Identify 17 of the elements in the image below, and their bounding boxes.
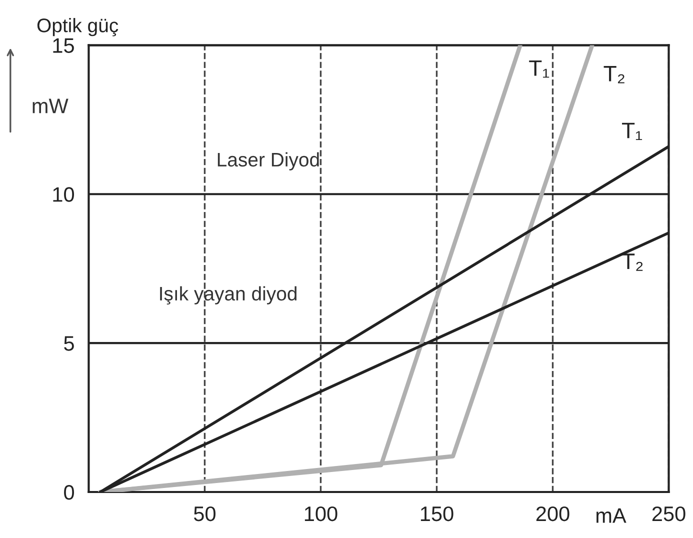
y-axis-title: Optik güç bbox=[37, 18, 118, 36]
x-tick-label: 150 bbox=[420, 506, 454, 522]
x-tick-label: 100 bbox=[304, 506, 338, 522]
annotation: Laser Diyod bbox=[218, 152, 319, 170]
y-tick-label: 10 bbox=[53, 187, 74, 202]
x-tick-label: 50 bbox=[194, 506, 216, 522]
series-label: T₂ bbox=[604, 66, 624, 84]
annotation: Işık yayan diyod bbox=[160, 286, 296, 305]
text: mW bbox=[32, 98, 68, 114]
y-tick-label: 15 bbox=[53, 38, 74, 53]
series-label: T₁ bbox=[622, 122, 642, 140]
y-tick-label: 5 bbox=[64, 336, 74, 351]
x-axis-title: mA bbox=[596, 508, 626, 523]
x-tick-label: 250 bbox=[652, 506, 686, 522]
series-label: T₁ bbox=[529, 60, 550, 78]
x-tick-label: 200 bbox=[536, 506, 570, 522]
y-tick-label: 0 bbox=[64, 485, 74, 500]
